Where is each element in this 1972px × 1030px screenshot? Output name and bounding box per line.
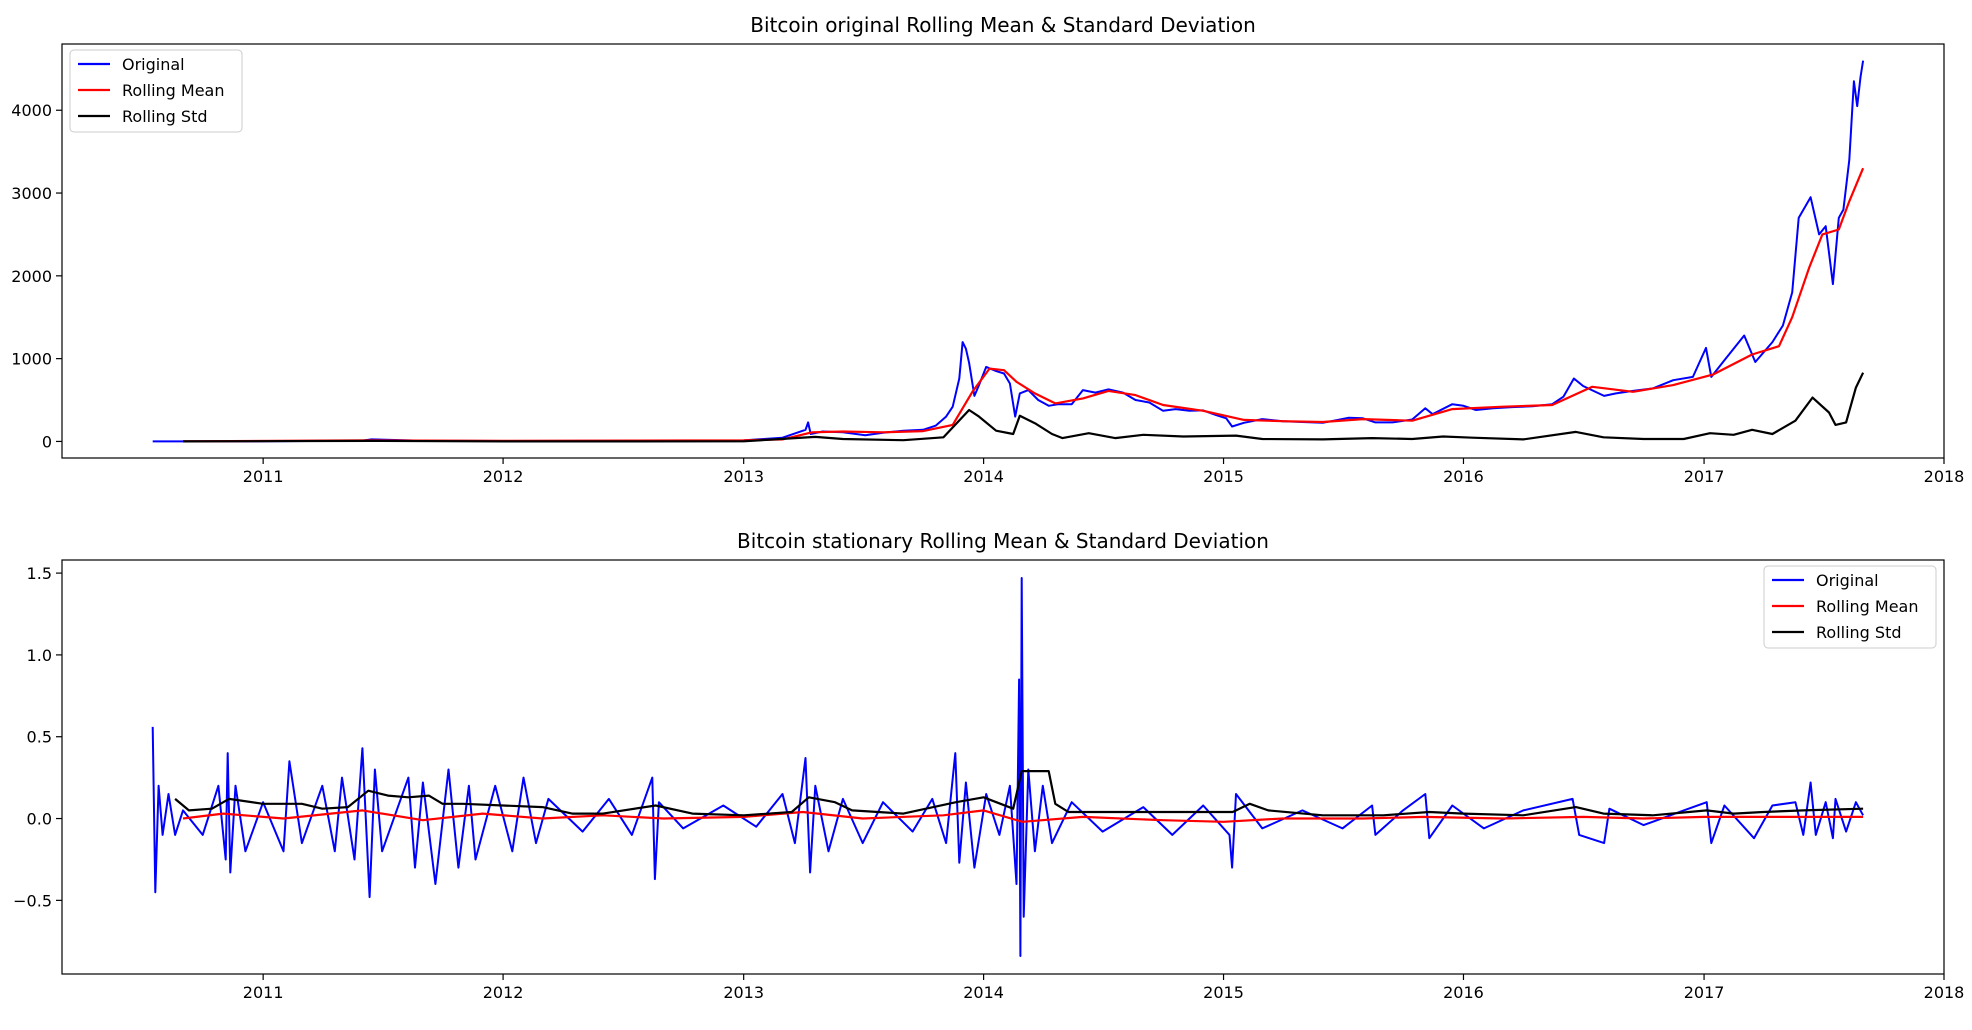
bottom-chart-axes-frame <box>61 559 1945 975</box>
top-legend-label-rolling-mean: Rolling Mean <box>122 81 225 100</box>
bottom-y-tick-label-2: 0.5 <box>27 728 52 747</box>
bottom-legend-label-rolling-std: Rolling Std <box>1816 623 1902 642</box>
top-x-tick-label-2018: 2018 <box>1924 467 1965 486</box>
top-chart-title: Bitcoin original Rolling Mean & Standard… <box>750 13 1256 37</box>
top-chart-legend: Original Rolling Mean Rolling Std <box>69 49 243 133</box>
top-x-tick-label-2011: 2011 <box>243 467 284 486</box>
top-x-tick-label-2012: 2012 <box>483 467 524 486</box>
top-chart-y-axis: 0 1000 2000 3000 4000 <box>11 101 62 451</box>
top-x-tick-label-2015: 2015 <box>1203 467 1244 486</box>
top-x-tick-label-2013: 2013 <box>723 467 764 486</box>
top-series-rolling-std-line <box>182 372 1865 443</box>
top-chart-x-axis: 2011 2012 2013 2014 2015 2016 2017 2018 <box>243 458 1965 486</box>
bottom-x-tick-label-2011: 2011 <box>243 983 284 1002</box>
bottom-x-tick-label-2014: 2014 <box>963 983 1004 1002</box>
top-legend-label-rolling-std: Rolling Std <box>122 107 208 126</box>
bottom-chart-lines <box>151 577 1864 957</box>
bottom-y-tick-label-1: 0.0 <box>27 810 52 829</box>
top-chart-lines <box>152 60 1865 443</box>
top-series-rolling-mean-line <box>182 167 1865 443</box>
top-x-tick-label-2016: 2016 <box>1443 467 1484 486</box>
bottom-y-tick-label-0: −0.5 <box>13 891 52 910</box>
top-y-tick-label-3: 3000 <box>11 184 52 203</box>
bottom-y-tick-label-3: 1.0 <box>27 646 52 665</box>
top-chart-legend-box <box>69 49 243 133</box>
bottom-chart: Bitcoin stationary Rolling Mean & Standa… <box>13 529 1964 1002</box>
bottom-y-tick-label-4: 1.5 <box>27 564 52 583</box>
top-y-tick-label-2: 2000 <box>11 267 52 286</box>
top-y-tick-label-4: 4000 <box>11 101 52 120</box>
bottom-chart-x-axis: 2011 2012 2013 2014 2015 2016 2017 2018 <box>243 974 1965 1002</box>
top-y-tick-label-1: 1000 <box>11 350 52 369</box>
top-x-tick-label-2014: 2014 <box>963 467 1004 486</box>
top-y-tick-label-0: 0 <box>42 432 52 451</box>
top-chart: Bitcoin original Rolling Mean & Standard… <box>11 13 1964 486</box>
bottom-x-tick-label-2017: 2017 <box>1684 983 1725 1002</box>
bottom-chart-y-axis: −0.5 0.0 0.5 1.0 1.5 <box>13 564 62 910</box>
bottom-series-rolling-std-line <box>174 770 1864 817</box>
bottom-legend-label-original: Original <box>1816 571 1879 590</box>
top-legend-label-original: Original <box>122 55 185 74</box>
bottom-x-tick-label-2012: 2012 <box>483 983 524 1002</box>
bottom-x-tick-label-2016: 2016 <box>1443 983 1484 1002</box>
bottom-x-tick-label-2013: 2013 <box>723 983 764 1002</box>
bottom-chart-legend: Original Rolling Mean Rolling Std <box>1763 565 1937 649</box>
bottom-legend-label-rolling-mean: Rolling Mean <box>1816 597 1919 616</box>
top-chart-plot-area: 2011 2012 2013 2014 2015 2016 2017 2018 0 1000 20… <box>11 43 1965 486</box>
top-x-tick-label-2017: 2017 <box>1684 467 1725 486</box>
bottom-chart-plot-area: 2011 2012 2013 2014 2015 2016 2017 2018 −0.5 0.0… <box>13 559 1965 1002</box>
bottom-x-tick-label-2018: 2018 <box>1924 983 1965 1002</box>
bottom-series-rolling-mean-line <box>182 809 1864 823</box>
bottom-chart-title: Bitcoin stationary Rolling Mean & Standa… <box>737 529 1269 553</box>
bottom-x-tick-label-2015: 2015 <box>1203 983 1244 1002</box>
top-chart-axes-frame <box>61 43 1945 459</box>
bottom-chart-legend-box <box>1763 565 1937 649</box>
